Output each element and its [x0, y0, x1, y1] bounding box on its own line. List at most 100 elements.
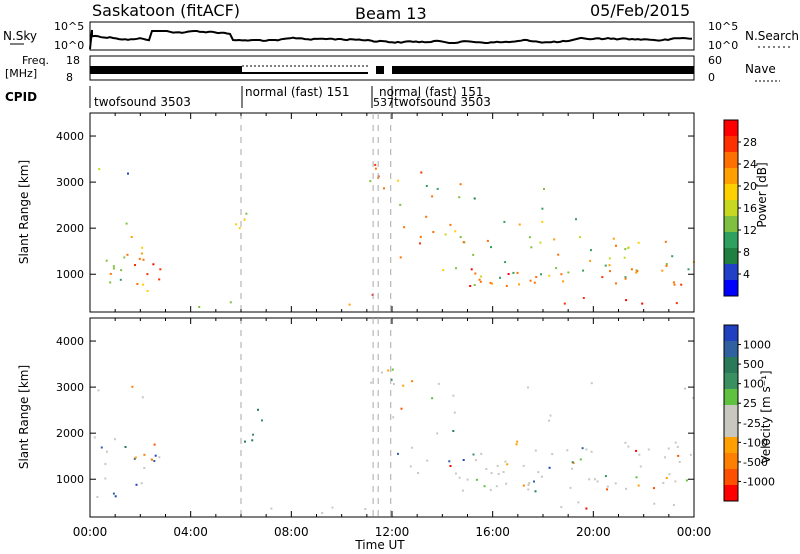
data-cell — [452, 394, 455, 397]
data-cell — [474, 459, 477, 462]
data-cell — [437, 382, 440, 385]
data-cell — [577, 501, 580, 504]
data-cell — [667, 447, 670, 450]
data-cell — [431, 397, 434, 400]
data-cell — [627, 246, 630, 249]
data-cell — [673, 283, 676, 286]
data-cell — [615, 244, 617, 247]
data-cell — [321, 511, 324, 514]
data-cell — [665, 263, 668, 265]
y-tick-label: 4000 — [56, 335, 84, 348]
data-cell — [675, 302, 678, 305]
data-cell — [120, 269, 123, 272]
data-cell — [126, 253, 129, 256]
data-cell — [475, 478, 478, 481]
data-cell — [624, 248, 627, 251]
data-cell — [635, 271, 638, 274]
data-cell — [590, 450, 593, 453]
data-cell — [537, 471, 540, 474]
data-cell — [606, 485, 609, 488]
data-cell — [518, 223, 521, 226]
data-cell — [141, 283, 144, 286]
data-cell — [478, 278, 481, 281]
data-cell — [503, 220, 506, 223]
colorbar-tick-label: 100 — [743, 378, 764, 391]
data-cell — [624, 277, 627, 280]
data-cell — [486, 239, 489, 242]
colorbar-swatch — [724, 232, 738, 249]
data-cell — [462, 459, 465, 461]
data-cell — [400, 407, 403, 410]
data-cell — [527, 488, 530, 491]
data-cell — [625, 299, 628, 302]
data-cell — [661, 269, 664, 272]
cpid-seg-5: twofsound 3503 — [394, 95, 491, 109]
data-cell — [548, 274, 551, 277]
data-cell — [637, 241, 640, 244]
nsearch-tick-top: 10^5 — [708, 20, 738, 33]
nsky-trace — [89, 29, 693, 50]
data-cell — [533, 480, 535, 483]
data-cell — [507, 273, 510, 275]
y-tick-label: 3000 — [56, 176, 84, 189]
nsky-panel: N.Sky 10^5 10^0 10^5 10^0 N.Search — [3, 20, 799, 52]
data-cell — [549, 414, 552, 417]
data-cell — [402, 384, 405, 387]
data-cell — [685, 479, 688, 482]
data-cell — [522, 484, 525, 487]
data-cell — [647, 448, 650, 451]
data-cell — [528, 236, 531, 239]
colorbar-swatch — [724, 325, 738, 342]
data-cell — [235, 223, 238, 226]
data-cell — [480, 275, 483, 278]
data-cell — [419, 235, 422, 238]
freq-band-1 — [90, 66, 242, 74]
data-cell — [104, 463, 107, 465]
freq-panel: Freq. [MHz] 18 8 60 0 Nave — [5, 54, 780, 84]
data-cell — [530, 246, 533, 249]
data-cell — [535, 276, 538, 278]
date-title: 05/Feb/2015 — [590, 1, 690, 20]
data-cell — [93, 436, 96, 439]
cpid-seg-1: twofsound 3503 — [94, 95, 191, 109]
data-cell — [529, 279, 532, 282]
data-cell — [668, 473, 671, 476]
data-cell — [409, 465, 412, 468]
data-cell — [140, 482, 143, 485]
data-cell — [566, 449, 569, 452]
data-cell — [551, 453, 554, 456]
data-cell — [449, 223, 452, 226]
data-cell — [676, 446, 679, 448]
cpid-seg-2: normal (fast) 151 — [245, 85, 349, 99]
data-cell — [114, 495, 117, 498]
x-tick-label: 00:00 — [677, 525, 712, 539]
data-cell — [496, 464, 499, 467]
nsky-frame — [89, 21, 695, 51]
nave-tick-bottom: 0 — [708, 71, 715, 84]
data-cell — [419, 242, 421, 245]
colorbar-tick-label: 8 — [743, 246, 750, 259]
data-cell — [112, 492, 115, 495]
data-cell — [104, 477, 107, 480]
power-frame — [89, 112, 695, 313]
freq-unit: [MHz] — [5, 67, 37, 80]
data-cell — [374, 167, 377, 170]
colorbar-swatch — [724, 341, 738, 358]
data-cell — [112, 267, 115, 270]
data-cell — [390, 378, 393, 381]
data-cell — [579, 458, 582, 461]
data-cell — [665, 264, 668, 267]
data-cell — [490, 472, 493, 475]
colorbar-tick-label: -100 — [743, 436, 768, 449]
power-axes: 1000 2000 3000 4000 — [56, 113, 695, 312]
velocity-data — [93, 368, 695, 514]
data-cell — [662, 481, 665, 484]
data-cell — [543, 188, 545, 190]
data-cell — [136, 283, 139, 285]
colorbar-tick-label: -25 — [743, 417, 761, 430]
data-cell — [625, 487, 628, 490]
freq-tick-bottom: 8 — [66, 71, 73, 84]
data-cell — [604, 475, 607, 478]
data-cell — [425, 185, 428, 187]
colorbar-swatch — [724, 485, 738, 502]
